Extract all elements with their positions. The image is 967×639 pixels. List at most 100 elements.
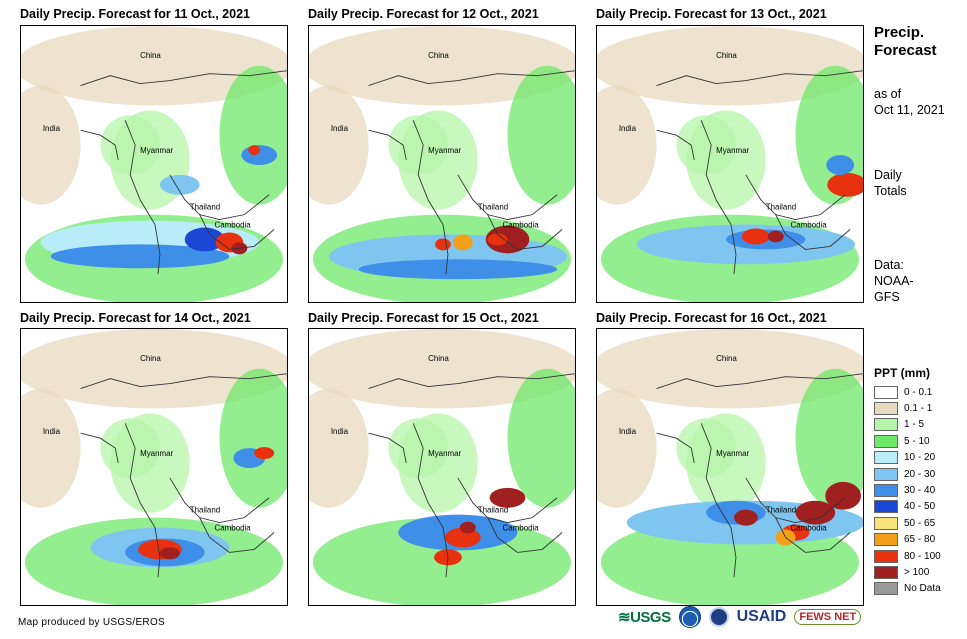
precip-cell: [826, 155, 855, 175]
legend-item: 30 - 40: [874, 482, 941, 498]
data-source-1: NOAA-: [874, 274, 914, 288]
map-panel-15oct: China India Myanmar Thailand Cambodia: [308, 328, 576, 606]
country-border: [656, 373, 863, 389]
map-label-thailand: Thailand: [766, 203, 796, 212]
legend-swatch: [874, 434, 898, 448]
precip-zone-north-dry: [21, 329, 287, 409]
map-label-thailand: Thailand: [766, 506, 796, 515]
precip-zone-land-light: [388, 115, 448, 175]
map-label-myanmar: Myanmar: [140, 449, 173, 458]
precip-map: China India Myanmar Thailand Cambodia: [597, 26, 863, 302]
precip-cell: [358, 259, 558, 280]
country-border: [199, 517, 275, 553]
legend-item: 0.1 - 1: [874, 400, 941, 416]
map-label-cambodia: Cambodia: [791, 524, 828, 533]
map-label-china: China: [428, 51, 449, 60]
map-label-china: China: [140, 51, 161, 60]
precip-cell: [248, 145, 261, 156]
map-label-india: India: [619, 124, 637, 133]
legend-swatch: [874, 418, 898, 432]
map-label-cambodia: Cambodia: [215, 221, 252, 230]
country-border: [80, 70, 287, 86]
precip-legend: PPT (mm) 0 - 0.1 0.1 - 1 1 - 5 5 - 10 10 - 2…: [874, 366, 941, 597]
precip-zone-north-dry: [21, 26, 287, 106]
country-border: [457, 477, 558, 524]
precip-map: China India Myanmar Thailand Cambodia: [21, 329, 287, 605]
precip-cell: [435, 238, 451, 251]
legend-swatch: [874, 451, 898, 465]
precip-zone-west-dry: [597, 388, 657, 508]
panel-title-13oct: Daily Precip. Forecast for 13 Oct., 2021: [596, 7, 827, 21]
precip-cell: [825, 481, 862, 510]
as-of-label: as of: [874, 87, 902, 101]
map-panel-11oct: China India Myanmar Thailand Cambodia: [20, 25, 288, 303]
legend-item: 1 - 5: [874, 417, 941, 433]
panel-title-12oct: Daily Precip. Forecast for 12 Oct., 2021: [308, 7, 539, 21]
agency-logos: ≋USGS USAID FEWS NET: [618, 606, 862, 628]
precip-zone-west-dry: [309, 85, 369, 205]
precip-zone-land-light: [676, 115, 736, 175]
legend-swatch: [874, 402, 898, 416]
country-border: [745, 477, 846, 524]
panel-title-14oct: Daily Precip. Forecast for 14 Oct., 2021: [20, 311, 251, 325]
legend-title: PPT (mm): [874, 366, 931, 380]
legend-swatch: [874, 484, 898, 498]
noaa-logo-icon: [678, 606, 701, 628]
country-border: [169, 174, 270, 221]
legend-item: 40 - 50: [874, 499, 941, 515]
legend-label: No Data: [904, 583, 941, 595]
country-border: [80, 373, 287, 389]
precip-cell: [184, 227, 225, 252]
country-border: [199, 214, 275, 250]
legend-label: 0.1 - 1: [904, 403, 933, 415]
precip-map: China India Myanmar Thailand Cambodia: [21, 26, 287, 302]
precip-zone-west-dry: [21, 388, 81, 508]
precip-cell: [795, 500, 836, 525]
country-border: [487, 214, 563, 250]
legend-item: 10 - 20: [874, 450, 941, 466]
precip-cell: [254, 447, 275, 460]
precip-cell: [159, 174, 200, 195]
legend-item: No Data: [874, 581, 941, 597]
precip-zone-north-dry: [597, 329, 863, 409]
map-label-cambodia: Cambodia: [503, 524, 540, 533]
map-panel-14oct: China India Myanmar Thailand Cambodia: [20, 328, 288, 606]
map-label-china: China: [140, 354, 161, 363]
country-border: [412, 423, 449, 578]
map-label-india: India: [43, 427, 61, 436]
country-border: [700, 120, 737, 275]
legend-label: 5 - 10: [904, 435, 930, 447]
map-label-cambodia: Cambodia: [791, 221, 828, 230]
map-label-myanmar: Myanmar: [428, 449, 461, 458]
map-label-myanmar: Myanmar: [428, 146, 461, 155]
legend-item: 20 - 30: [874, 466, 941, 482]
precip-cell: [487, 233, 508, 246]
precip-zone-north-dry: [309, 329, 575, 409]
legend-label: 50 - 65: [904, 517, 936, 529]
legend-swatch: [874, 565, 898, 579]
map-label-china: China: [716, 354, 737, 363]
legend-swatch: [874, 500, 898, 514]
legend-item: 80 - 100: [874, 548, 941, 564]
country-border: [80, 432, 119, 464]
map-label-india: India: [331, 124, 349, 133]
precip-zone-west-dry: [309, 388, 369, 508]
legend-label: 80 - 100: [904, 550, 941, 562]
legend-label: > 100: [904, 566, 930, 578]
precip-zone-west-dry: [21, 85, 81, 205]
country-border: [656, 129, 695, 161]
precip-zone-east-green: [219, 368, 287, 508]
legend-item: > 100: [874, 564, 941, 580]
precip-zone-east-green: [507, 65, 575, 205]
usaid-seal-icon: [708, 607, 729, 627]
legend-swatch: [874, 582, 898, 596]
map-panel-13oct: China India Myanmar Thailand Cambodia: [596, 25, 864, 303]
legend-swatch: [874, 467, 898, 481]
legend-item: 0 - 0.1: [874, 384, 941, 400]
fews-net-logo: FEWS NET: [794, 609, 862, 625]
precip-zone-north-dry: [597, 26, 863, 106]
precip-cell: [50, 244, 230, 269]
map-panel-12oct: China India Myanmar Thailand Cambodia: [308, 25, 576, 303]
data-source-2: GFS: [874, 290, 900, 304]
map-label-thailand: Thailand: [478, 506, 508, 515]
